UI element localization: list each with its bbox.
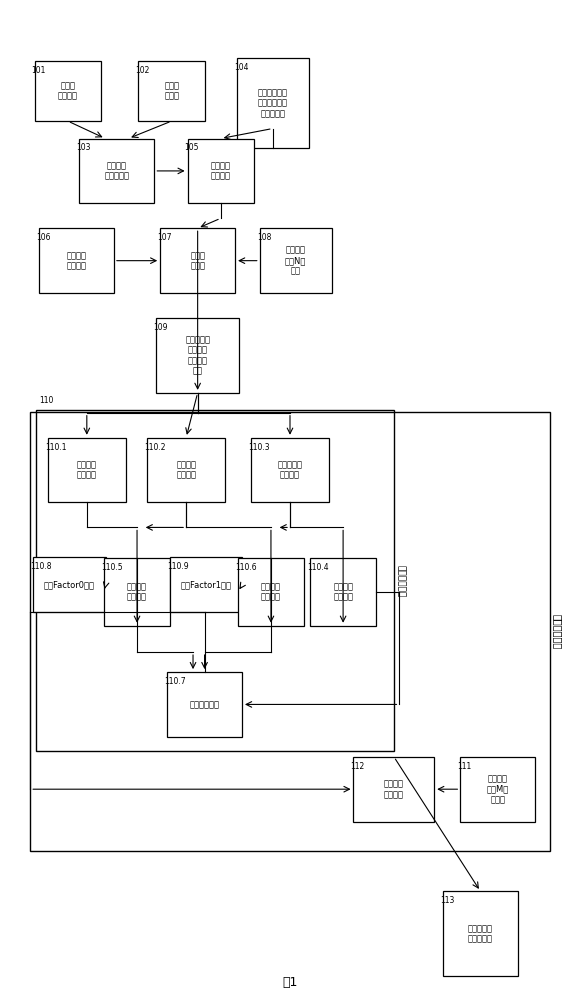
Text: 门限计算模块: 门限计算模块 <box>396 565 405 597</box>
Text: 110.1: 110.1 <box>45 443 67 452</box>
Text: 107: 107 <box>157 233 172 242</box>
Text: 扩频码
生成模块: 扩频码 生成模块 <box>58 81 78 101</box>
Bar <box>30 412 550 851</box>
Bar <box>160 228 235 293</box>
Text: 固子Factor0模块: 固子Factor0模块 <box>44 580 95 589</box>
Text: 106: 106 <box>36 233 50 242</box>
Text: 固子Factor1模块: 固子Factor1模块 <box>181 580 232 589</box>
Text: 111: 111 <box>458 762 472 771</box>
Text: 112: 112 <box>350 762 365 771</box>
Text: 110.2: 110.2 <box>144 443 166 452</box>
Bar <box>34 557 106 612</box>
Bar <box>310 558 376 626</box>
Text: 复合扩频
码生成模块: 复合扩频 码生成模块 <box>104 161 129 181</box>
Text: 102: 102 <box>136 66 150 75</box>
Text: 第一门限
计算模块: 第一门限 计算模块 <box>127 582 147 601</box>
Bar <box>156 318 240 393</box>
Text: 有效码道结
果输出模块: 有效码道结 果输出模块 <box>468 924 493 943</box>
Bar <box>147 438 225 502</box>
Bar <box>251 438 329 502</box>
Text: 109: 109 <box>153 323 168 332</box>
Bar <box>443 891 518 976</box>
Text: 108: 108 <box>257 233 271 242</box>
Text: 103: 103 <box>77 143 91 152</box>
Text: 110.5: 110.5 <box>101 563 122 572</box>
Bar <box>36 410 394 751</box>
Bar <box>260 228 332 293</box>
Bar <box>187 139 254 203</box>
Text: 用户数据
输入模块: 用户数据 输入模块 <box>67 251 86 270</box>
Bar <box>167 672 242 737</box>
Text: 第二门限
计算模块: 第二门限 计算模块 <box>261 582 281 601</box>
Bar <box>237 58 309 148</box>
Text: 110.4: 110.4 <box>307 563 329 572</box>
Text: 匹配滤波后
各个码道
能量计算
模块: 匹配滤波后 各个码道 能量计算 模块 <box>185 335 210 376</box>
Text: 系统矩阵
生成模块: 系统矩阵 生成模块 <box>211 161 231 181</box>
Bar <box>238 558 304 626</box>
Bar <box>104 558 170 626</box>
Bar <box>35 61 101 121</box>
Text: 门限计算模块: 门限计算模块 <box>553 614 563 649</box>
Text: 104: 104 <box>234 63 248 72</box>
Text: 能量均值
计算模块: 能量均值 计算模块 <box>176 460 196 480</box>
Text: 门限选择模块: 门限选择模块 <box>190 700 220 709</box>
Text: 码道选取
数目M控
制模块: 码道选取 数目M控 制模块 <box>487 774 509 804</box>
Text: 110.3: 110.3 <box>248 443 270 452</box>
Text: 最大门限
计算模块: 最大门限 计算模块 <box>333 582 353 601</box>
Text: 能量最大值
查找模块: 能量最大值 查找模块 <box>277 460 303 480</box>
Text: 图1: 图1 <box>282 976 298 989</box>
Bar <box>48 438 126 502</box>
Text: 能量方差
计算模块: 能量方差 计算模块 <box>77 460 97 480</box>
Text: 110.7: 110.7 <box>164 677 186 686</box>
Text: 扰码生
成模块: 扰码生 成模块 <box>164 81 179 101</box>
Text: 113: 113 <box>440 896 455 905</box>
Text: 105: 105 <box>184 143 199 152</box>
Bar <box>353 757 434 822</box>
Text: 110.8: 110.8 <box>31 562 52 571</box>
Text: 匹配滤
波模块: 匹配滤 波模块 <box>190 251 205 270</box>
Bar <box>139 61 205 121</box>
Text: 匹配滤波
数据N接
控块: 匹配滤波 数据N接 控块 <box>285 246 306 276</box>
Text: 布放码道
选取模块: 布放码道 选取模块 <box>384 779 404 799</box>
Bar <box>170 557 242 612</box>
Text: 110.6: 110.6 <box>235 563 256 572</box>
Text: 101: 101 <box>32 66 46 75</box>
Text: 110.9: 110.9 <box>168 562 189 571</box>
Text: 多小区训练序
列信道冲击响
应输入模块: 多小区训练序 列信道冲击响 应输入模块 <box>258 88 288 118</box>
Bar <box>39 228 114 293</box>
Bar <box>461 757 535 822</box>
Bar <box>79 139 154 203</box>
Text: 110: 110 <box>39 396 53 405</box>
